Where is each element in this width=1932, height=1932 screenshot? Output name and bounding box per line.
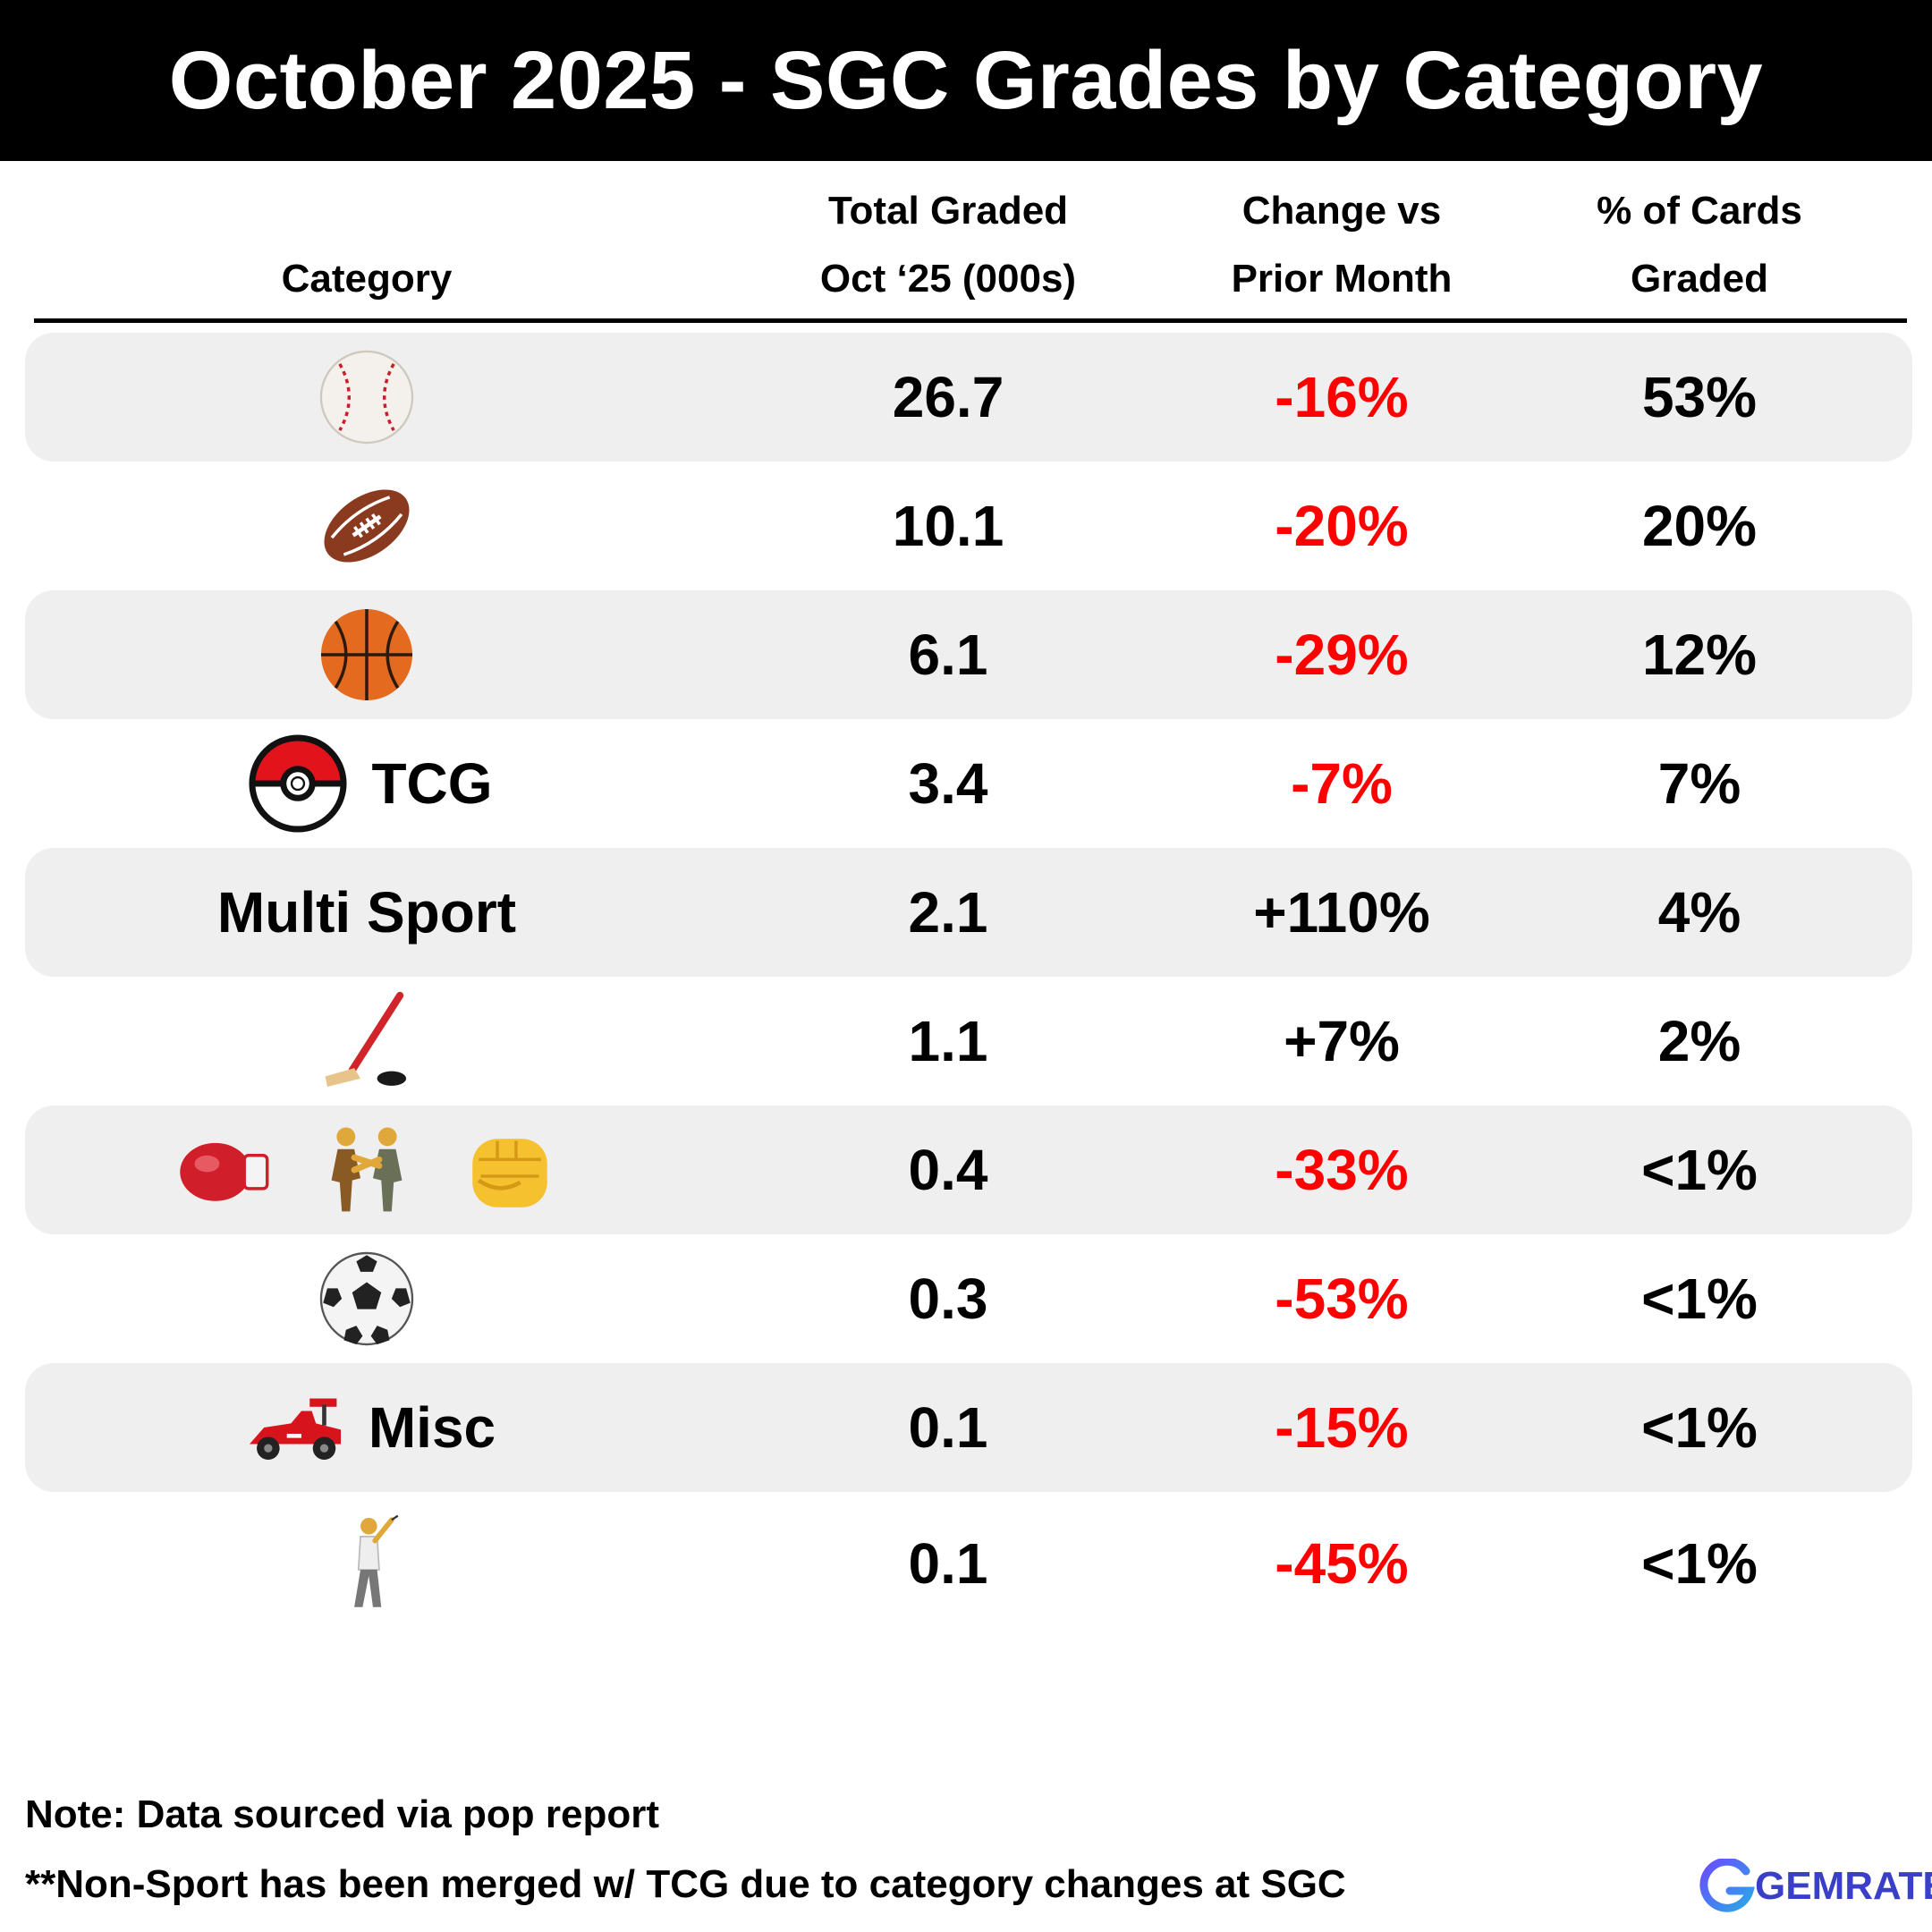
total-graded-value: 3.4 [908, 751, 988, 816]
total-graded-value: 0.1 [908, 1531, 988, 1596]
pct-graded-value: <1% [1641, 1531, 1758, 1596]
table-row: TCG 3.4 -7% 7% [25, 719, 1912, 848]
change-value: -53% [1275, 1267, 1409, 1331]
table-row: 1.1 +7% 2% [25, 977, 1912, 1106]
total-graded-value: 2.1 [908, 880, 988, 945]
category-cell [54, 1234, 680, 1363]
table-row: Multi Sport 2.1 +110% 4% [25, 848, 1912, 977]
pct-graded-value: 2% [1657, 1009, 1741, 1073]
category-cell [54, 1106, 680, 1234]
change-value: -20% [1275, 494, 1409, 558]
pokeball-icon [246, 732, 350, 835]
change-value: -7% [1291, 751, 1393, 816]
header-category-label: Category [281, 257, 453, 301]
pct-graded-value: 12% [1641, 623, 1758, 687]
basketball-icon [315, 603, 419, 707]
change-value: -16% [1275, 365, 1409, 429]
change-value: +110% [1253, 880, 1430, 945]
total-graded-value: 10.1 [892, 494, 1004, 558]
category-cell: Misc [54, 1363, 680, 1492]
change-value: +7% [1284, 1009, 1400, 1073]
total-graded-value: 1.1 [908, 1009, 988, 1073]
category-cell [54, 1499, 680, 1628]
boxing-glove-icon [172, 1118, 275, 1222]
header-pct-line2: Graded [1630, 257, 1769, 301]
pct-graded-value: 53% [1641, 365, 1758, 429]
header-total-line2: Oct ‘25 (000s) [819, 257, 1077, 301]
category-cell [54, 462, 680, 590]
golfer-icon [315, 1512, 419, 1615]
category-label: Misc [368, 1395, 496, 1460]
table-row: 0.3 -53% <1% [25, 1234, 1912, 1363]
header-category: Category [54, 179, 680, 313]
category-label: TCG [371, 751, 493, 816]
pct-graded-value: 4% [1657, 880, 1741, 945]
category-cell [54, 333, 680, 462]
total-graded-value: 6.1 [908, 623, 988, 687]
gemrate-g-icon [1699, 1859, 1755, 1912]
table-row: Misc 0.1 -15% <1% [25, 1363, 1912, 1492]
table-row: 6.1 -29% 12% [25, 590, 1912, 719]
total-graded-value: 0.1 [908, 1395, 988, 1460]
total-graded-value: 0.4 [908, 1138, 988, 1202]
header-change-line1: Change vs [1241, 189, 1442, 233]
total-graded-value: 26.7 [892, 365, 1004, 429]
gemrate-logo-text: GEMRATE [1755, 1864, 1932, 1908]
total-graded-value: 0.3 [908, 1267, 988, 1331]
change-value: -29% [1275, 623, 1409, 687]
table-row: 10.1 -20% 20% [25, 462, 1912, 590]
change-value: -15% [1275, 1395, 1409, 1460]
header-change-line2: Prior Month [1231, 257, 1453, 301]
category-cell: TCG [54, 719, 680, 848]
table-row: 0.4 -33% <1% [25, 1106, 1912, 1234]
pct-graded-value: <1% [1641, 1138, 1758, 1202]
table-row: 26.7 -16% 53% [25, 333, 1912, 462]
category-cell: Multi Sport [54, 848, 680, 977]
header-total-line1: Total Graded [827, 189, 1069, 233]
hockey-icon [315, 989, 419, 1093]
pct-graded-value: <1% [1641, 1395, 1758, 1460]
wrestlers-icon [315, 1118, 419, 1222]
gemrate-logo: GEMRATE [1699, 1846, 1932, 1927]
header-pct: % of Cards Graded [1521, 179, 1878, 313]
race-car-icon [243, 1376, 347, 1479]
header-total: Total Graded Oct ‘25 (000s) [769, 179, 1127, 313]
soccer-ball-icon [315, 1247, 419, 1351]
baseball-icon [315, 345, 419, 449]
pct-graded-value: 20% [1641, 494, 1758, 558]
fist-icon [458, 1118, 562, 1222]
change-value: -45% [1275, 1531, 1409, 1596]
change-value: -33% [1275, 1138, 1409, 1202]
category-cell [54, 590, 680, 719]
category-cell [54, 977, 680, 1106]
table-row: 0.1 -45% <1% [25, 1499, 1912, 1628]
american-football-icon [315, 474, 419, 578]
note-merge: **Non-Sport has been merged w/ TCG due t… [25, 1862, 1346, 1906]
header-divider [34, 318, 1907, 323]
note-source: Note: Data sourced via pop report [25, 1792, 660, 1836]
category-label: Multi Sport [216, 880, 517, 945]
pct-graded-value: 7% [1657, 751, 1741, 816]
pct-graded-value: <1% [1641, 1267, 1758, 1331]
header-change: Change vs Prior Month [1163, 179, 1521, 313]
header-pct-line1: % of Cards [1597, 189, 1802, 233]
page-title: October 2025 - SGC Grades by Category [0, 0, 1932, 161]
